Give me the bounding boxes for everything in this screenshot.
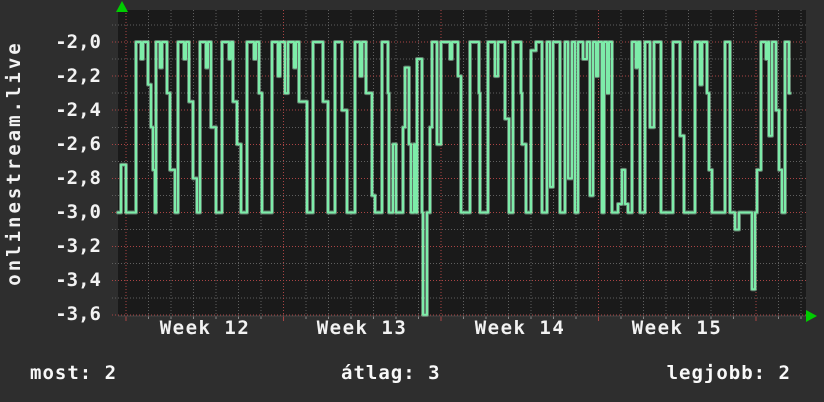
y-tick-label: -3,2 [55, 235, 101, 257]
y-tick-label: -2,6 [55, 133, 101, 155]
y-tick-label: -2,2 [55, 65, 101, 87]
x-tick-label-week14: Week 14 [474, 317, 566, 339]
chart-vertical-title: onlinestream.live [3, 40, 25, 286]
x-tick-label-week12: Week 12 [159, 317, 251, 339]
x-axis-arrow-icon [806, 310, 817, 322]
y-tick-label: -3,0 [55, 201, 101, 223]
y-tick-label: -2,4 [55, 99, 101, 121]
x-tick-label-week15: Week 15 [631, 317, 723, 339]
stat-most: most: 2 [30, 362, 118, 384]
y-tick-label: -2,0 [55, 31, 101, 53]
y-tick-label: -3,4 [55, 269, 101, 291]
y-tick-label: -3,6 [55, 303, 101, 325]
stat-legjobb: legjobb: 2 [666, 362, 791, 384]
y-tick-label: -2,8 [55, 167, 101, 189]
y-axis-arrow-icon [116, 1, 128, 12]
x-tick-label-week13: Week 13 [316, 317, 408, 339]
stat-atlag: átlag: 3 [341, 362, 441, 384]
